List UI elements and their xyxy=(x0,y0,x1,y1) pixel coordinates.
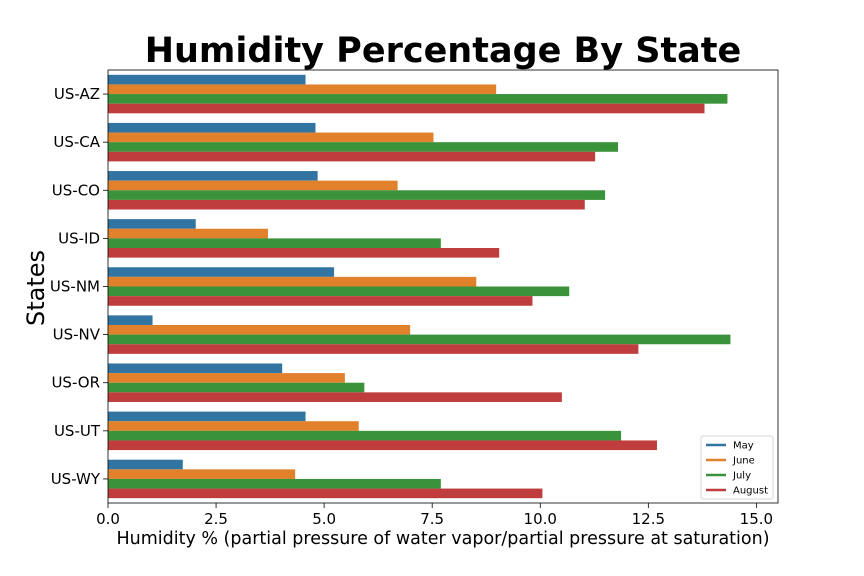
x-tick-label: 2.5 xyxy=(204,510,228,528)
axes-group: 0.0 2.5 5.0 7.5 10.0 12.5 15.0 US-AZ US-CA US-CO U… xyxy=(50,69,779,528)
bar-us-nm-may xyxy=(108,267,335,277)
bar-us-wy-june xyxy=(108,469,296,479)
bar-us-nm-july xyxy=(108,286,570,297)
y-tick-label: US-CA xyxy=(53,133,100,151)
x-axis-label: Humidity % (partial pressure of water va… xyxy=(116,529,769,549)
x-tick-label: 15.0 xyxy=(740,510,773,528)
bar-us-id-august xyxy=(108,248,500,258)
y-tick-label: US-NV xyxy=(53,326,101,344)
bar-us-nv-june xyxy=(108,324,411,335)
bar-us-wy-may xyxy=(108,459,183,470)
x-tick-label: 10.0 xyxy=(524,510,557,528)
legend-frame xyxy=(700,435,774,500)
bar-us-az-june xyxy=(108,84,497,95)
bar-us-nm-august xyxy=(108,296,533,306)
chart-title: Humidity Percentage By State xyxy=(145,31,742,71)
bar-us-ca-august xyxy=(108,151,596,162)
bar-us-or-august xyxy=(108,392,562,402)
bar-us-or-july xyxy=(108,382,365,393)
y-tick-label: US-WY xyxy=(51,470,101,488)
bar-us-ut-august xyxy=(108,440,657,451)
bar-us-or-june xyxy=(108,373,345,383)
y-axis-label: States xyxy=(22,250,50,326)
bar-us-nv-august xyxy=(108,344,639,354)
y-tick-label: US-UT xyxy=(54,422,101,440)
legend-label-july: July xyxy=(732,471,751,482)
bar-us-ut-july xyxy=(108,430,622,441)
bar-us-nv-may xyxy=(108,315,153,325)
bar-us-co-july xyxy=(108,190,606,200)
bar-us-wy-august xyxy=(108,488,543,499)
legend-label-august: August xyxy=(733,486,768,497)
bar-us-co-august xyxy=(108,199,585,210)
bar-us-nm-june xyxy=(108,276,477,287)
bar-us-id-july xyxy=(108,238,441,249)
y-tick-label: US-NM xyxy=(50,278,100,296)
bar-us-ut-may xyxy=(108,411,306,422)
x-tick-label: 5.0 xyxy=(312,510,336,528)
bar-us-or-may xyxy=(108,363,283,374)
legend-label-may: May xyxy=(733,441,754,452)
y-tick-label: US-OR xyxy=(51,374,100,392)
y-tick-label: US-CO xyxy=(52,181,100,199)
bar-us-nv-july xyxy=(108,334,731,345)
bar-us-id-may xyxy=(108,219,196,229)
bar-us-co-may xyxy=(108,171,318,181)
y-tick-label: US-AZ xyxy=(54,85,100,103)
x-tick-label: 12.5 xyxy=(632,510,665,528)
bar-us-ca-may xyxy=(108,122,316,133)
bar-us-az-july xyxy=(108,94,728,104)
bar-us-az-august xyxy=(108,103,705,114)
bar-us-ut-june xyxy=(108,421,359,431)
x-tick-label: 0.0 xyxy=(96,510,120,528)
bar-us-wy-july xyxy=(108,478,441,489)
legend: May June July August xyxy=(700,435,774,500)
bar-us-co-june xyxy=(108,180,398,191)
bar-us-id-june xyxy=(108,228,268,239)
bar-us-ca-june xyxy=(108,132,434,143)
legend-label-june: June xyxy=(732,456,755,467)
bars-group xyxy=(108,74,731,499)
bar-us-az-may xyxy=(108,74,306,85)
bar-us-ca-july xyxy=(108,142,619,152)
y-tick-label: US-ID xyxy=(58,229,100,247)
x-tick-label: 7.5 xyxy=(420,510,444,528)
